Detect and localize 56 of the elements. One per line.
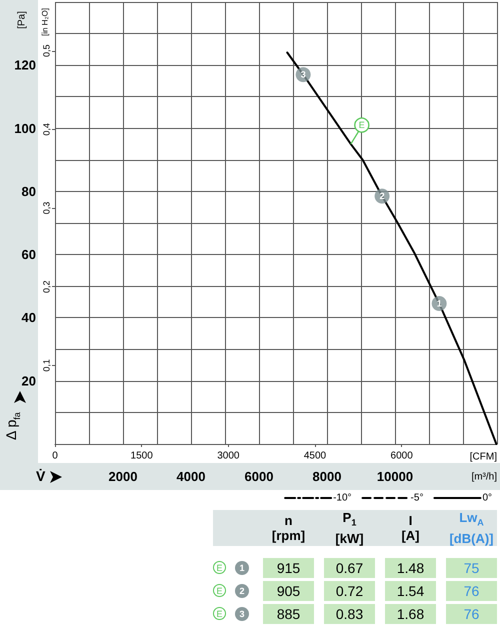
text: 0.72 [324, 581, 375, 601]
y2-axis-title: [in H₂O] [40, 8, 50, 36]
text: E [213, 561, 226, 574]
text: 1.68 [385, 604, 436, 624]
y-tick-label: 100 [14, 120, 36, 136]
x-tick-label: 6000 [244, 469, 274, 484]
text: 1.48 [385, 558, 436, 578]
legend-label: -5° [410, 492, 424, 504]
y-tick-label: 40 [22, 310, 36, 326]
y2-tick-label: 0,3 [42, 202, 52, 214]
y-tick-label: 60 [22, 247, 36, 262]
x-tick-label: 10000 [376, 469, 414, 484]
text: 2 [235, 584, 249, 598]
y2-tick-label: 0,1 [42, 359, 52, 372]
y2-tick-label: 0,2 [42, 280, 52, 293]
legend-label: -10° [333, 492, 352, 504]
annotation: 2 [380, 191, 385, 202]
text: P$_{1}$ [kW] [334, 510, 365, 546]
annotation: 1 [436, 298, 442, 309]
legend-label: 0° [482, 492, 492, 504]
y-tick-label: 120 [14, 58, 36, 73]
text: 915 [263, 558, 314, 578]
line-series [286, 52, 498, 445]
annotation: 3 [300, 70, 306, 80]
text: Lw$_{A}$ [dB(A)] [448, 510, 495, 546]
text: 75 [446, 558, 497, 578]
text: E [213, 584, 226, 597]
x-tick-label: 4000 [176, 469, 206, 484]
text: 1 [235, 561, 249, 575]
text: 76 [446, 581, 497, 601]
text: E [213, 607, 226, 620]
text: 76 [446, 604, 497, 624]
x2-tick-label: 4500 [304, 450, 327, 462]
text: 885 [263, 604, 314, 624]
x-tick-label: 8000 [312, 469, 342, 484]
x2-tick-label: 0 [52, 450, 58, 462]
text: 0.83 [324, 604, 375, 624]
annotation: E [358, 120, 365, 130]
x-tick-label: 2000 [108, 469, 138, 484]
y-tick-label: 20 [22, 373, 36, 388]
x2-axis-title: [CFM] [470, 452, 498, 462]
text: V̇ [36, 468, 46, 484]
x2-tick-label: 6000 [390, 450, 414, 462]
text: I [A] [400, 513, 421, 543]
y-tick-label: 80 [22, 184, 36, 199]
y2-tick-label: 0,5 [42, 44, 52, 58]
x2-tick-label: 3000 [217, 450, 240, 462]
y2-tick-label: 0,4 [42, 123, 52, 136]
text: n [rpm] [270, 513, 306, 543]
y-axis-title: [Pa] [16, 10, 28, 29]
text: 3 [235, 607, 249, 621]
x2-tick-label: 1500 [130, 450, 154, 462]
text: 0.67 [324, 558, 375, 578]
text: 1.54 [385, 581, 436, 601]
x-axis-title: [m³/h] [471, 472, 498, 482]
text: 905 [263, 581, 314, 601]
